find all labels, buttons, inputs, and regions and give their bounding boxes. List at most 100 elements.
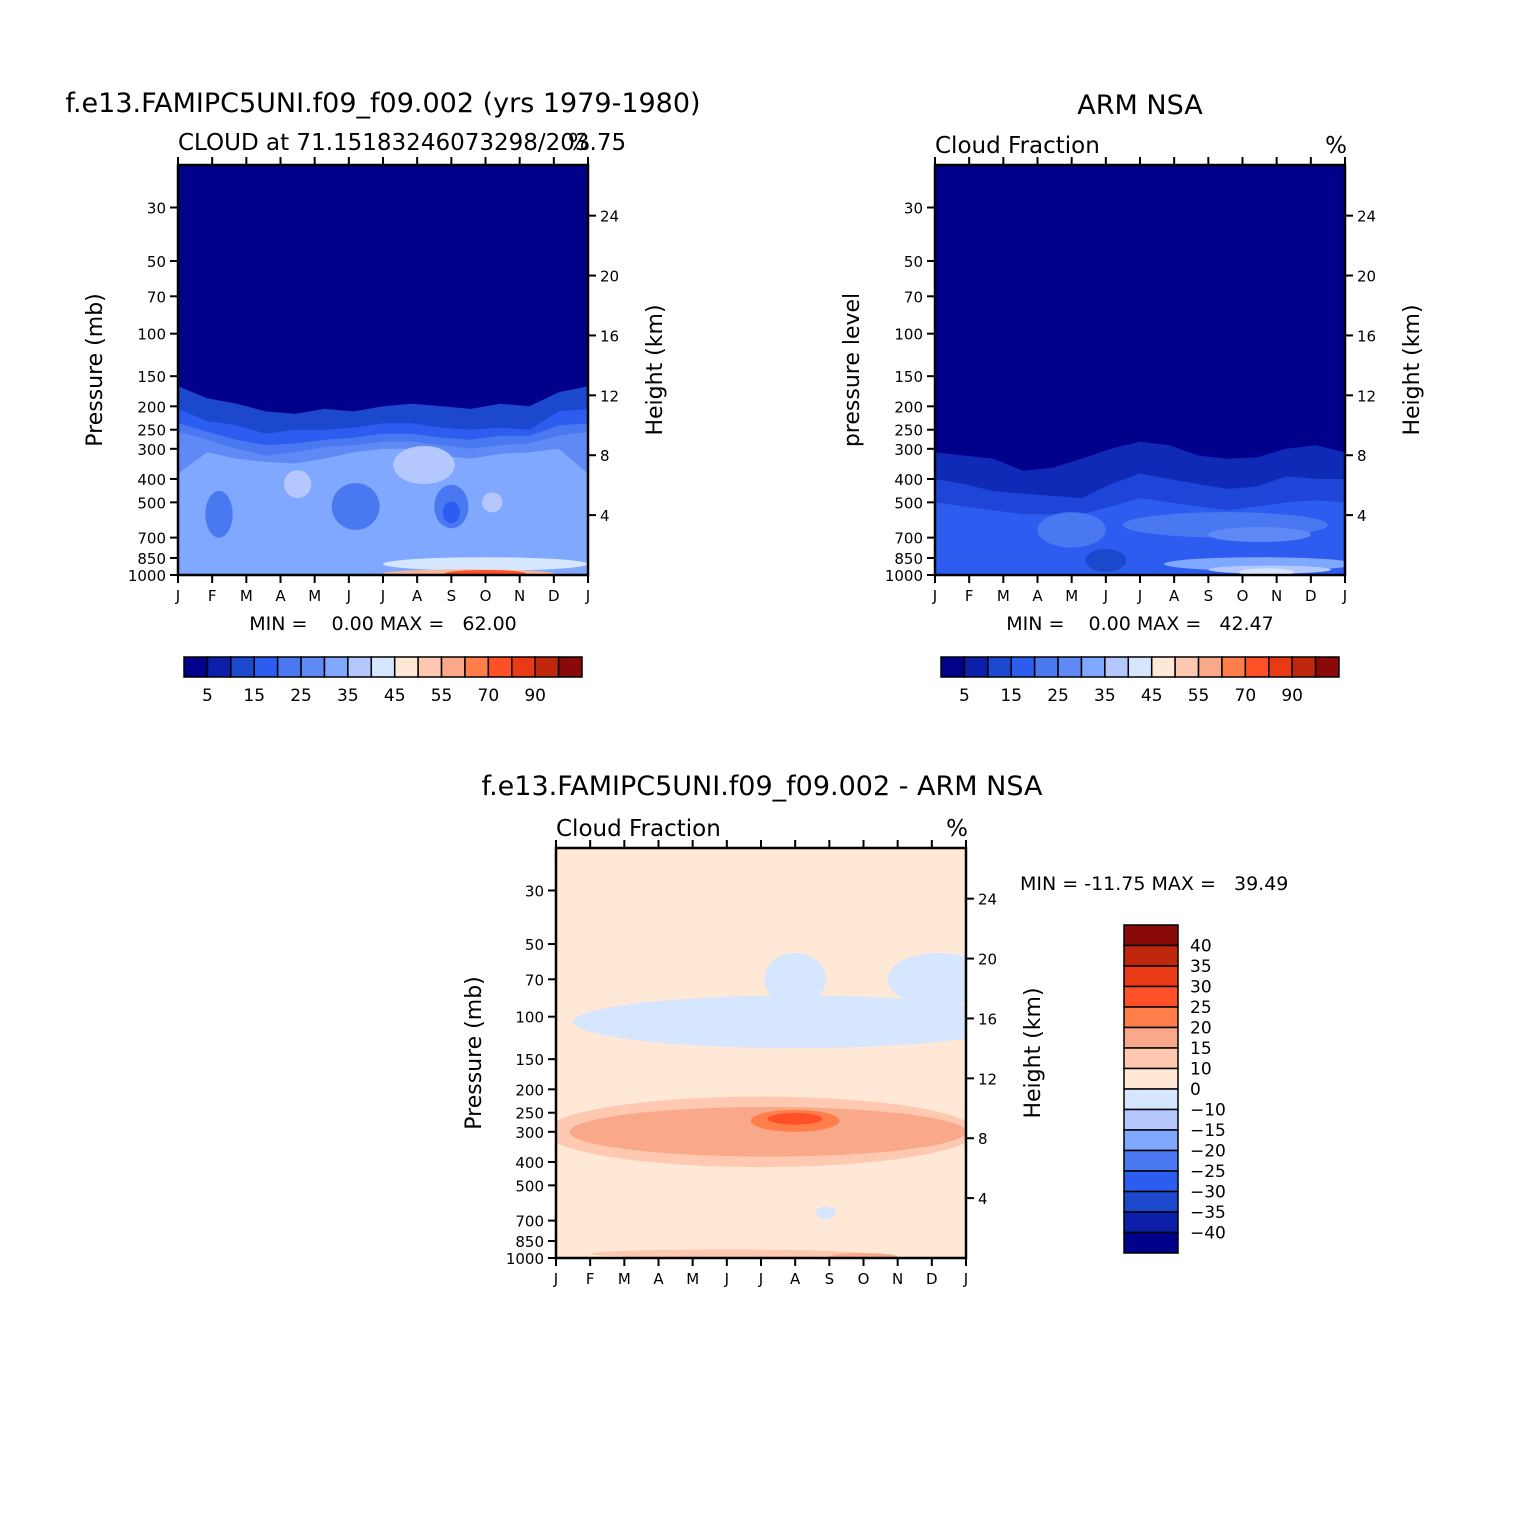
panel3-pocket-25 bbox=[767, 1113, 823, 1125]
colorbar1-label: 5 bbox=[202, 686, 213, 706]
panel2-xtick: N bbox=[1271, 587, 1282, 605]
panel2-ptick: 200 bbox=[894, 398, 923, 416]
panel3-background bbox=[556, 848, 966, 1258]
panel1-pocket-15 bbox=[205, 490, 233, 538]
colorbar3-cell bbox=[1123, 1047, 1179, 1070]
panel3-ptick: 200 bbox=[515, 1081, 544, 1099]
colorbar2-label: 25 bbox=[1047, 686, 1069, 706]
colorbar3-cell bbox=[1123, 1026, 1179, 1049]
panel1-minmax: MIN = 0.00 MAX = 62.00 bbox=[249, 613, 517, 635]
colorbar3-label: 25 bbox=[1190, 998, 1212, 1018]
panel1-xtick: J bbox=[175, 587, 180, 605]
panel2-xtick: D bbox=[1305, 587, 1317, 605]
panel3-xtick: A bbox=[790, 1270, 801, 1288]
panel1-htick: 4 bbox=[600, 507, 610, 525]
panel2-xtick: S bbox=[1204, 587, 1214, 605]
panel1-ptick: 850 bbox=[137, 550, 166, 568]
colorbar3-label: 30 bbox=[1190, 978, 1212, 998]
panel2-ptick: 500 bbox=[894, 494, 923, 512]
panel1-ptick: 300 bbox=[137, 441, 166, 459]
panel2-main-title: ARM NSA bbox=[1077, 90, 1203, 121]
panel3-xtick: N bbox=[892, 1270, 903, 1288]
panel2-ptick: 1000 bbox=[885, 567, 923, 585]
colorbar3-label: 35 bbox=[1190, 957, 1212, 977]
colorbar3-label: −10 bbox=[1190, 1101, 1226, 1121]
colorbar1-label: 70 bbox=[478, 686, 500, 706]
panel3-ptick: 30 bbox=[525, 882, 544, 900]
panel3-pocket-10 bbox=[590, 1249, 864, 1258]
panel3-pocket--5 bbox=[887, 952, 966, 1006]
colorbar3-label: 0 bbox=[1190, 1080, 1201, 1100]
panel3-ptick: 400 bbox=[515, 1154, 544, 1172]
colorbar3-cell bbox=[1123, 1108, 1179, 1131]
colorbar1-cell bbox=[230, 656, 255, 678]
panel3-ptick: 300 bbox=[515, 1124, 544, 1142]
panel3-htick: 16 bbox=[978, 1010, 997, 1028]
panel1-ptick: 200 bbox=[137, 398, 166, 416]
colorbar2-cell bbox=[1268, 656, 1293, 678]
colorbar3-label: −15 bbox=[1190, 1121, 1226, 1141]
panel2-pocket-25 bbox=[1208, 527, 1311, 543]
panel3-xtick: F bbox=[586, 1270, 595, 1288]
panel3-ptick: 850 bbox=[515, 1233, 544, 1251]
panel1-xtick: A bbox=[412, 587, 423, 605]
colorbar3-label: −30 bbox=[1190, 1183, 1226, 1203]
colorbar2-cell bbox=[1197, 656, 1223, 678]
panel1-ptick: 100 bbox=[137, 326, 166, 344]
colorbar2-cell bbox=[1127, 656, 1153, 678]
panel3-xtick: D bbox=[926, 1270, 938, 1288]
panel2-ptick: 150 bbox=[894, 368, 923, 386]
panel2-xtick: J bbox=[1342, 587, 1347, 605]
colorbar2-label: 70 bbox=[1235, 686, 1257, 706]
colorbar1-cell bbox=[557, 656, 583, 678]
colorbar2-cell bbox=[1104, 656, 1130, 678]
colorbar1-cell bbox=[464, 656, 490, 678]
colorbar3-cell bbox=[1123, 985, 1179, 1008]
colorbar3-label: 10 bbox=[1190, 1060, 1212, 1080]
colorbar1-cell bbox=[183, 656, 209, 678]
colorbar3-label: −40 bbox=[1190, 1224, 1226, 1244]
colorbar2-cell bbox=[963, 656, 989, 678]
panel3-pocket--5 bbox=[815, 1206, 837, 1220]
colorbar3-cell bbox=[1123, 965, 1179, 988]
colorbar2-cell bbox=[1221, 656, 1247, 678]
colorbar3-cell bbox=[1123, 1231, 1179, 1254]
panel1-xtick: F bbox=[208, 587, 217, 605]
panel2-colorbar: 5 15 25 35 45 55 70 90 bbox=[940, 656, 1340, 706]
panel1-ptick: 50 bbox=[147, 253, 166, 271]
panel1-xtick: J bbox=[380, 587, 385, 605]
panel3-ylabel: Pressure (mb) bbox=[462, 976, 487, 1130]
panel3-minmax: MIN = -11.75 MAX = 39.49 bbox=[1020, 873, 1288, 895]
panel1-htick: 8 bbox=[600, 447, 610, 465]
colorbar3-cell bbox=[1123, 944, 1179, 967]
panel1-htick: 16 bbox=[600, 327, 619, 345]
panel2-pocket-5 bbox=[1085, 549, 1127, 572]
colorbar3-cell bbox=[1123, 924, 1179, 947]
colorbar3-cell bbox=[1123, 1190, 1179, 1213]
colorbar1-cell bbox=[511, 656, 536, 678]
panel2-ptick: 400 bbox=[894, 471, 923, 489]
panel3-field bbox=[556, 848, 966, 1258]
colorbar3-label: −25 bbox=[1190, 1162, 1226, 1182]
panel2-htick: 16 bbox=[1357, 327, 1376, 345]
panel3-htick: 12 bbox=[978, 1070, 997, 1088]
panel1-ptick: 500 bbox=[137, 494, 166, 512]
colorbar1-cell bbox=[440, 656, 466, 678]
colorbar2-cell bbox=[1033, 656, 1059, 678]
panel3-pocket-15 bbox=[569, 1107, 966, 1157]
panel2-htick: 4 bbox=[1357, 507, 1367, 525]
panel3-htick: 8 bbox=[978, 1130, 988, 1148]
panel3-xtick: J bbox=[724, 1270, 729, 1288]
colorbar3-cell bbox=[1123, 1088, 1179, 1111]
panel1-y2label: Height (km) bbox=[643, 304, 668, 435]
colorbar1-cell bbox=[417, 656, 443, 678]
panel1-ptick: 150 bbox=[137, 368, 166, 386]
panel2-pocket-40 bbox=[1239, 568, 1294, 575]
panel3-xtick: J bbox=[963, 1270, 968, 1288]
panel2-ptick: 50 bbox=[904, 253, 923, 271]
panel2-ptick: 700 bbox=[894, 530, 923, 548]
panel2-xtick: A bbox=[1032, 587, 1043, 605]
panel1-ptick: 250 bbox=[137, 422, 166, 440]
panel2-ptick: 850 bbox=[894, 550, 923, 568]
